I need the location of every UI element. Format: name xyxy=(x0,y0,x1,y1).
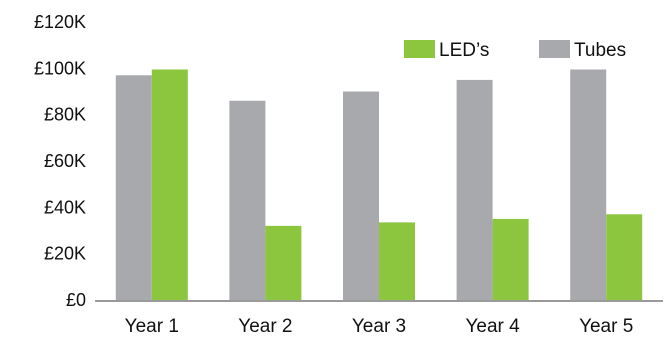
y-tick-label: £100K xyxy=(34,58,86,78)
leds-legend-label: LED’s xyxy=(439,40,489,61)
leds-bar-2 xyxy=(265,225,302,300)
x-tick-label: Year 1 xyxy=(125,316,179,337)
x-tick-label: Year 4 xyxy=(465,316,520,337)
tubes-bar-2 xyxy=(229,100,266,301)
tubes-bar-4 xyxy=(456,79,493,301)
tubes-bar-3 xyxy=(343,91,379,300)
y-tick-label: £20K xyxy=(44,244,86,264)
tubes-bar-5 xyxy=(570,69,607,300)
x-axis-ticks: Year 1 Year 2 Year 3 Year 4 Year 5 xyxy=(125,316,634,337)
y-tick-label: £80K xyxy=(44,105,86,125)
leds-bar-3 xyxy=(379,222,415,300)
y-axis-ticks: £0 £20K £40K £60K £80K £100K £120K xyxy=(34,12,86,310)
tubes-bar-1 xyxy=(115,75,152,301)
leds-bar-4 xyxy=(492,218,529,300)
legend: LED’s Tubes xyxy=(404,40,626,61)
x-tick-label: Year 5 xyxy=(579,316,633,337)
tubes-legend-label: Tubes xyxy=(574,40,626,61)
leds-bar-5 xyxy=(606,214,643,300)
y-tick-label: £0 xyxy=(66,290,86,310)
y-tick-label: £120K xyxy=(34,12,86,32)
y-tick-label: £60K xyxy=(44,151,86,171)
tubes-legend-swatch xyxy=(539,40,570,58)
leds-bar-1 xyxy=(151,69,188,300)
x-tick-label: Year 2 xyxy=(238,316,292,337)
y-tick-label: £40K xyxy=(44,197,86,217)
x-tick-label: Year 3 xyxy=(352,316,406,337)
bars xyxy=(115,69,643,301)
leds-legend-swatch xyxy=(404,40,435,58)
